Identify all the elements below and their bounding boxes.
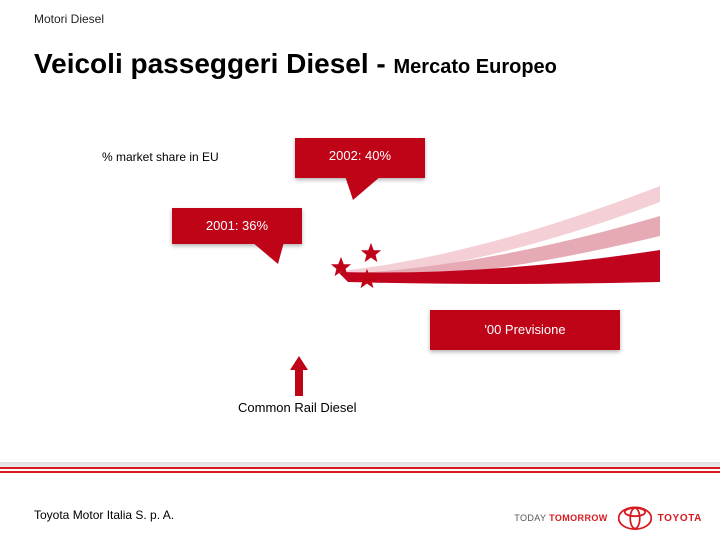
star-icon: [360, 242, 382, 264]
tagline-dark: TODAY: [514, 513, 549, 523]
callout-tail-icon: [252, 242, 284, 264]
star-icon: [330, 256, 352, 278]
callout-2002: 2002: 40%: [295, 138, 425, 178]
footer-divider-red: [0, 467, 720, 469]
toyota-logo-icon: [618, 506, 652, 530]
brand-block: TODAY TOMORROW TOYOTA: [514, 506, 702, 530]
brand-name: TOYOTA: [658, 513, 702, 524]
footer-company: Toyota Motor Italia S. p. A.: [34, 508, 174, 522]
tagline-red: TOMORROW: [549, 513, 608, 523]
callout-tail-icon: [345, 176, 381, 200]
common-rail-label: Common Rail Diesel: [238, 400, 356, 415]
brand-tagline: TODAY TOMORROW: [514, 513, 607, 523]
callout-previsione: '00 Previsione: [430, 310, 620, 350]
callout-2001-label: 2001: 36%: [206, 218, 268, 233]
title-sub: Mercato Europeo: [394, 56, 557, 78]
market-share-label: % market share in EU: [102, 150, 219, 164]
slide-title: Veicoli passeggeri Diesel - Mercato Euro…: [34, 48, 557, 80]
arrow-up-icon: [290, 356, 308, 396]
star-icon: [356, 268, 378, 290]
footer-divider-red: [0, 471, 720, 473]
slide: Motori Diesel Veicoli passeggeri Diesel …: [0, 0, 720, 540]
callout-prev-label: '00 Previsione: [484, 322, 565, 337]
callout-2002-label: 2002: 40%: [329, 148, 391, 163]
title-main: Veicoli passeggeri Diesel -: [34, 48, 394, 79]
callout-2001: 2001: 36%: [172, 208, 302, 244]
breadcrumb: Motori Diesel: [34, 12, 104, 26]
